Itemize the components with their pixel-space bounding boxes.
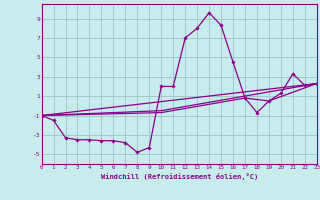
X-axis label: Windchill (Refroidissement éolien,°C): Windchill (Refroidissement éolien,°C) bbox=[100, 173, 258, 180]
